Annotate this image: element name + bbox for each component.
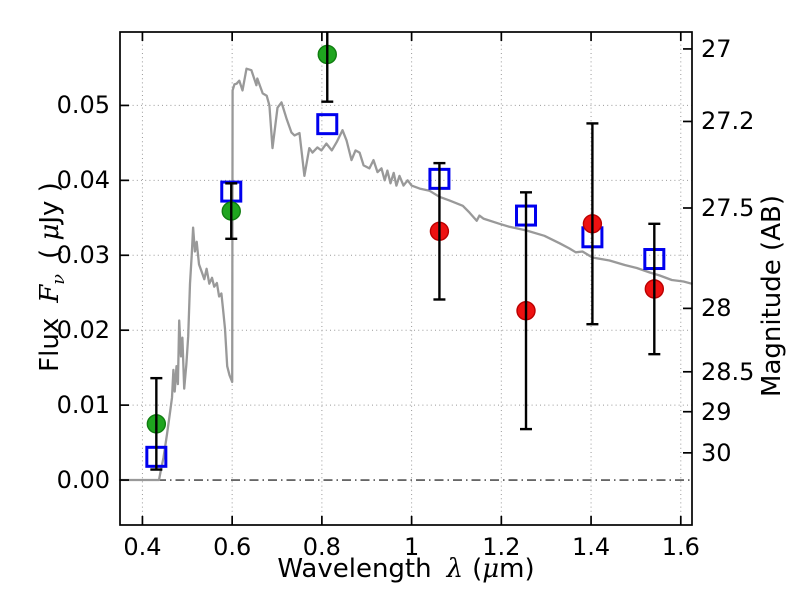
- y-right-tick-label: 28.5: [701, 357, 755, 386]
- y-right-tick-label: 27: [701, 34, 732, 63]
- nu-subscript: ν: [48, 273, 69, 285]
- x-tick-label: 0.4: [123, 533, 162, 561]
- y-right-tick-label: 27.5: [701, 193, 755, 222]
- x-tick-label: 1.2: [482, 533, 521, 561]
- y-left-tick-label: 0.04: [56, 166, 110, 195]
- axes-spines: [119, 31, 693, 526]
- y-left-tick-label: 0.02: [56, 316, 110, 345]
- y-right-tick-label: 30: [701, 438, 732, 467]
- x-axis-unit-close: m): [499, 554, 535, 584]
- x-tick-label: 1: [403, 533, 420, 561]
- x-tick-label: 1.6: [661, 533, 700, 561]
- x-axis-unit-open: (: [472, 554, 483, 584]
- flux-math-symbol: F: [35, 284, 66, 303]
- y-axis-label-right: Magnitude (AB): [757, 195, 787, 397]
- y-right-tick-label: 28: [701, 294, 732, 323]
- x-tick-label: 1.4: [571, 533, 611, 561]
- flux-unit-mu: μ: [35, 223, 66, 241]
- y-left-tick-label: 0.01: [56, 391, 110, 420]
- x-axis-label-text: Wavelength: [277, 554, 432, 584]
- blue-square-marker: [316, 113, 339, 136]
- mu-symbol: μ: [482, 554, 500, 584]
- x-tick-label: 0.6: [213, 533, 252, 561]
- y-left-tick-label: 0.05: [56, 91, 110, 120]
- y-right-tick-label: 29: [701, 397, 732, 426]
- y-left-tick-label: 0.03: [56, 241, 110, 270]
- lambda-symbol: λ: [446, 554, 464, 584]
- y-left-tick-label: 0.00: [56, 466, 110, 495]
- model-spectrum-line: [118, 67, 693, 482]
- x-tick-label: 0.8: [302, 533, 341, 561]
- y-right-tick-label: 27.2: [701, 107, 755, 136]
- x-axis-label: Wavelength λ (μm): [120, 554, 692, 584]
